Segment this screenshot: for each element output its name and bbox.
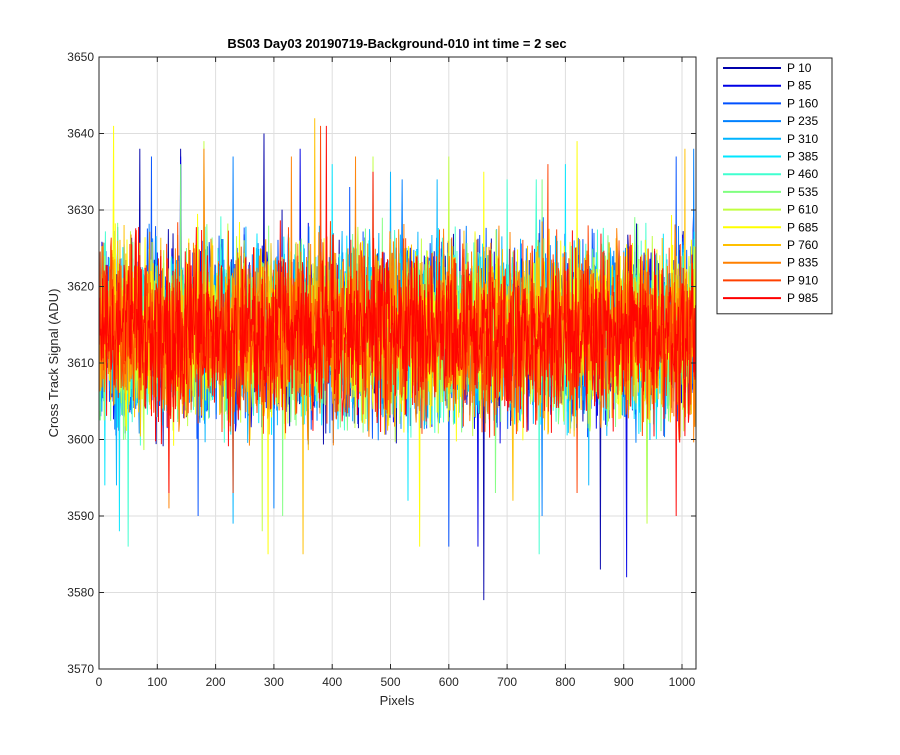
- legend-label: P 760: [787, 238, 818, 252]
- legend-label: P 235: [787, 114, 818, 128]
- x-tick-label: 900: [614, 675, 634, 689]
- y-tick-label: 3610: [67, 356, 94, 370]
- x-tick-label: 1000: [669, 675, 696, 689]
- y-axis-label: Cross Track Signal (ADU): [46, 289, 61, 438]
- x-tick-label: 500: [380, 675, 400, 689]
- x-tick-label: 600: [439, 675, 459, 689]
- legend-label: P 385: [787, 150, 818, 164]
- y-tick-label: 3600: [67, 433, 94, 447]
- axis-ticks: 0 100 200 300 400 500 600 700 800 900 1000 3570 3580…: [67, 50, 696, 689]
- x-tick-label: 200: [206, 675, 226, 689]
- y-tick-label: 3580: [67, 586, 94, 600]
- x-tick-label: 300: [264, 675, 284, 689]
- y-tick-label: 3650: [67, 50, 94, 64]
- y-tick-label: 3570: [67, 662, 94, 676]
- x-tick-label: 400: [322, 675, 342, 689]
- x-tick-label: 700: [497, 675, 517, 689]
- legend-label: P 310: [787, 132, 818, 146]
- legend-label: P 835: [787, 256, 818, 270]
- legend-label: P 685: [787, 220, 818, 234]
- legend-label: P 985: [787, 291, 818, 305]
- chart-title: BS03 Day03 20190719-Background-010 int t…: [227, 36, 566, 51]
- legend-label: P 10: [787, 61, 812, 75]
- y-tick-label: 3620: [67, 280, 94, 294]
- legend-label: P 460: [787, 167, 818, 181]
- legend-label: P 160: [787, 96, 818, 110]
- series-lines: [99, 118, 697, 601]
- y-tick-label: 3640: [67, 127, 94, 141]
- series-line-p-985: [99, 125, 697, 517]
- legend-label: P 610: [787, 203, 818, 217]
- legend-label: P 535: [787, 185, 818, 199]
- y-tick-label: 3630: [67, 203, 94, 217]
- x-tick-label: 0: [96, 675, 103, 689]
- y-tick-label: 3590: [67, 509, 94, 523]
- x-tick-label: 100: [147, 675, 167, 689]
- legend-label: P 85: [787, 79, 812, 93]
- legend-box: [716, 57, 833, 315]
- legend-label: P 910: [787, 273, 818, 287]
- x-tick-label: 800: [555, 675, 575, 689]
- legend: P 10 P 85 P 160 P 235 P 310 P 385 P 460 P 535 P …: [716, 57, 833, 315]
- x-axis-label: Pixels: [380, 693, 415, 708]
